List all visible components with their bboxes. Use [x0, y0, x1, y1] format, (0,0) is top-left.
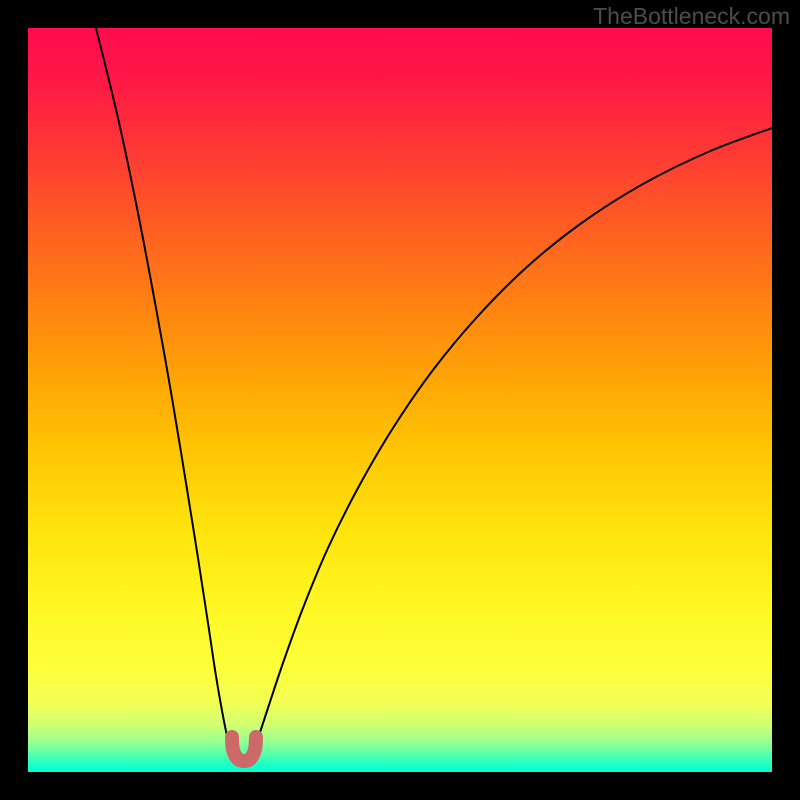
watermark-text: TheBottleneck.com — [593, 3, 790, 30]
plot-svg — [28, 28, 772, 772]
plot-area — [28, 28, 772, 772]
plot-background — [28, 28, 772, 772]
